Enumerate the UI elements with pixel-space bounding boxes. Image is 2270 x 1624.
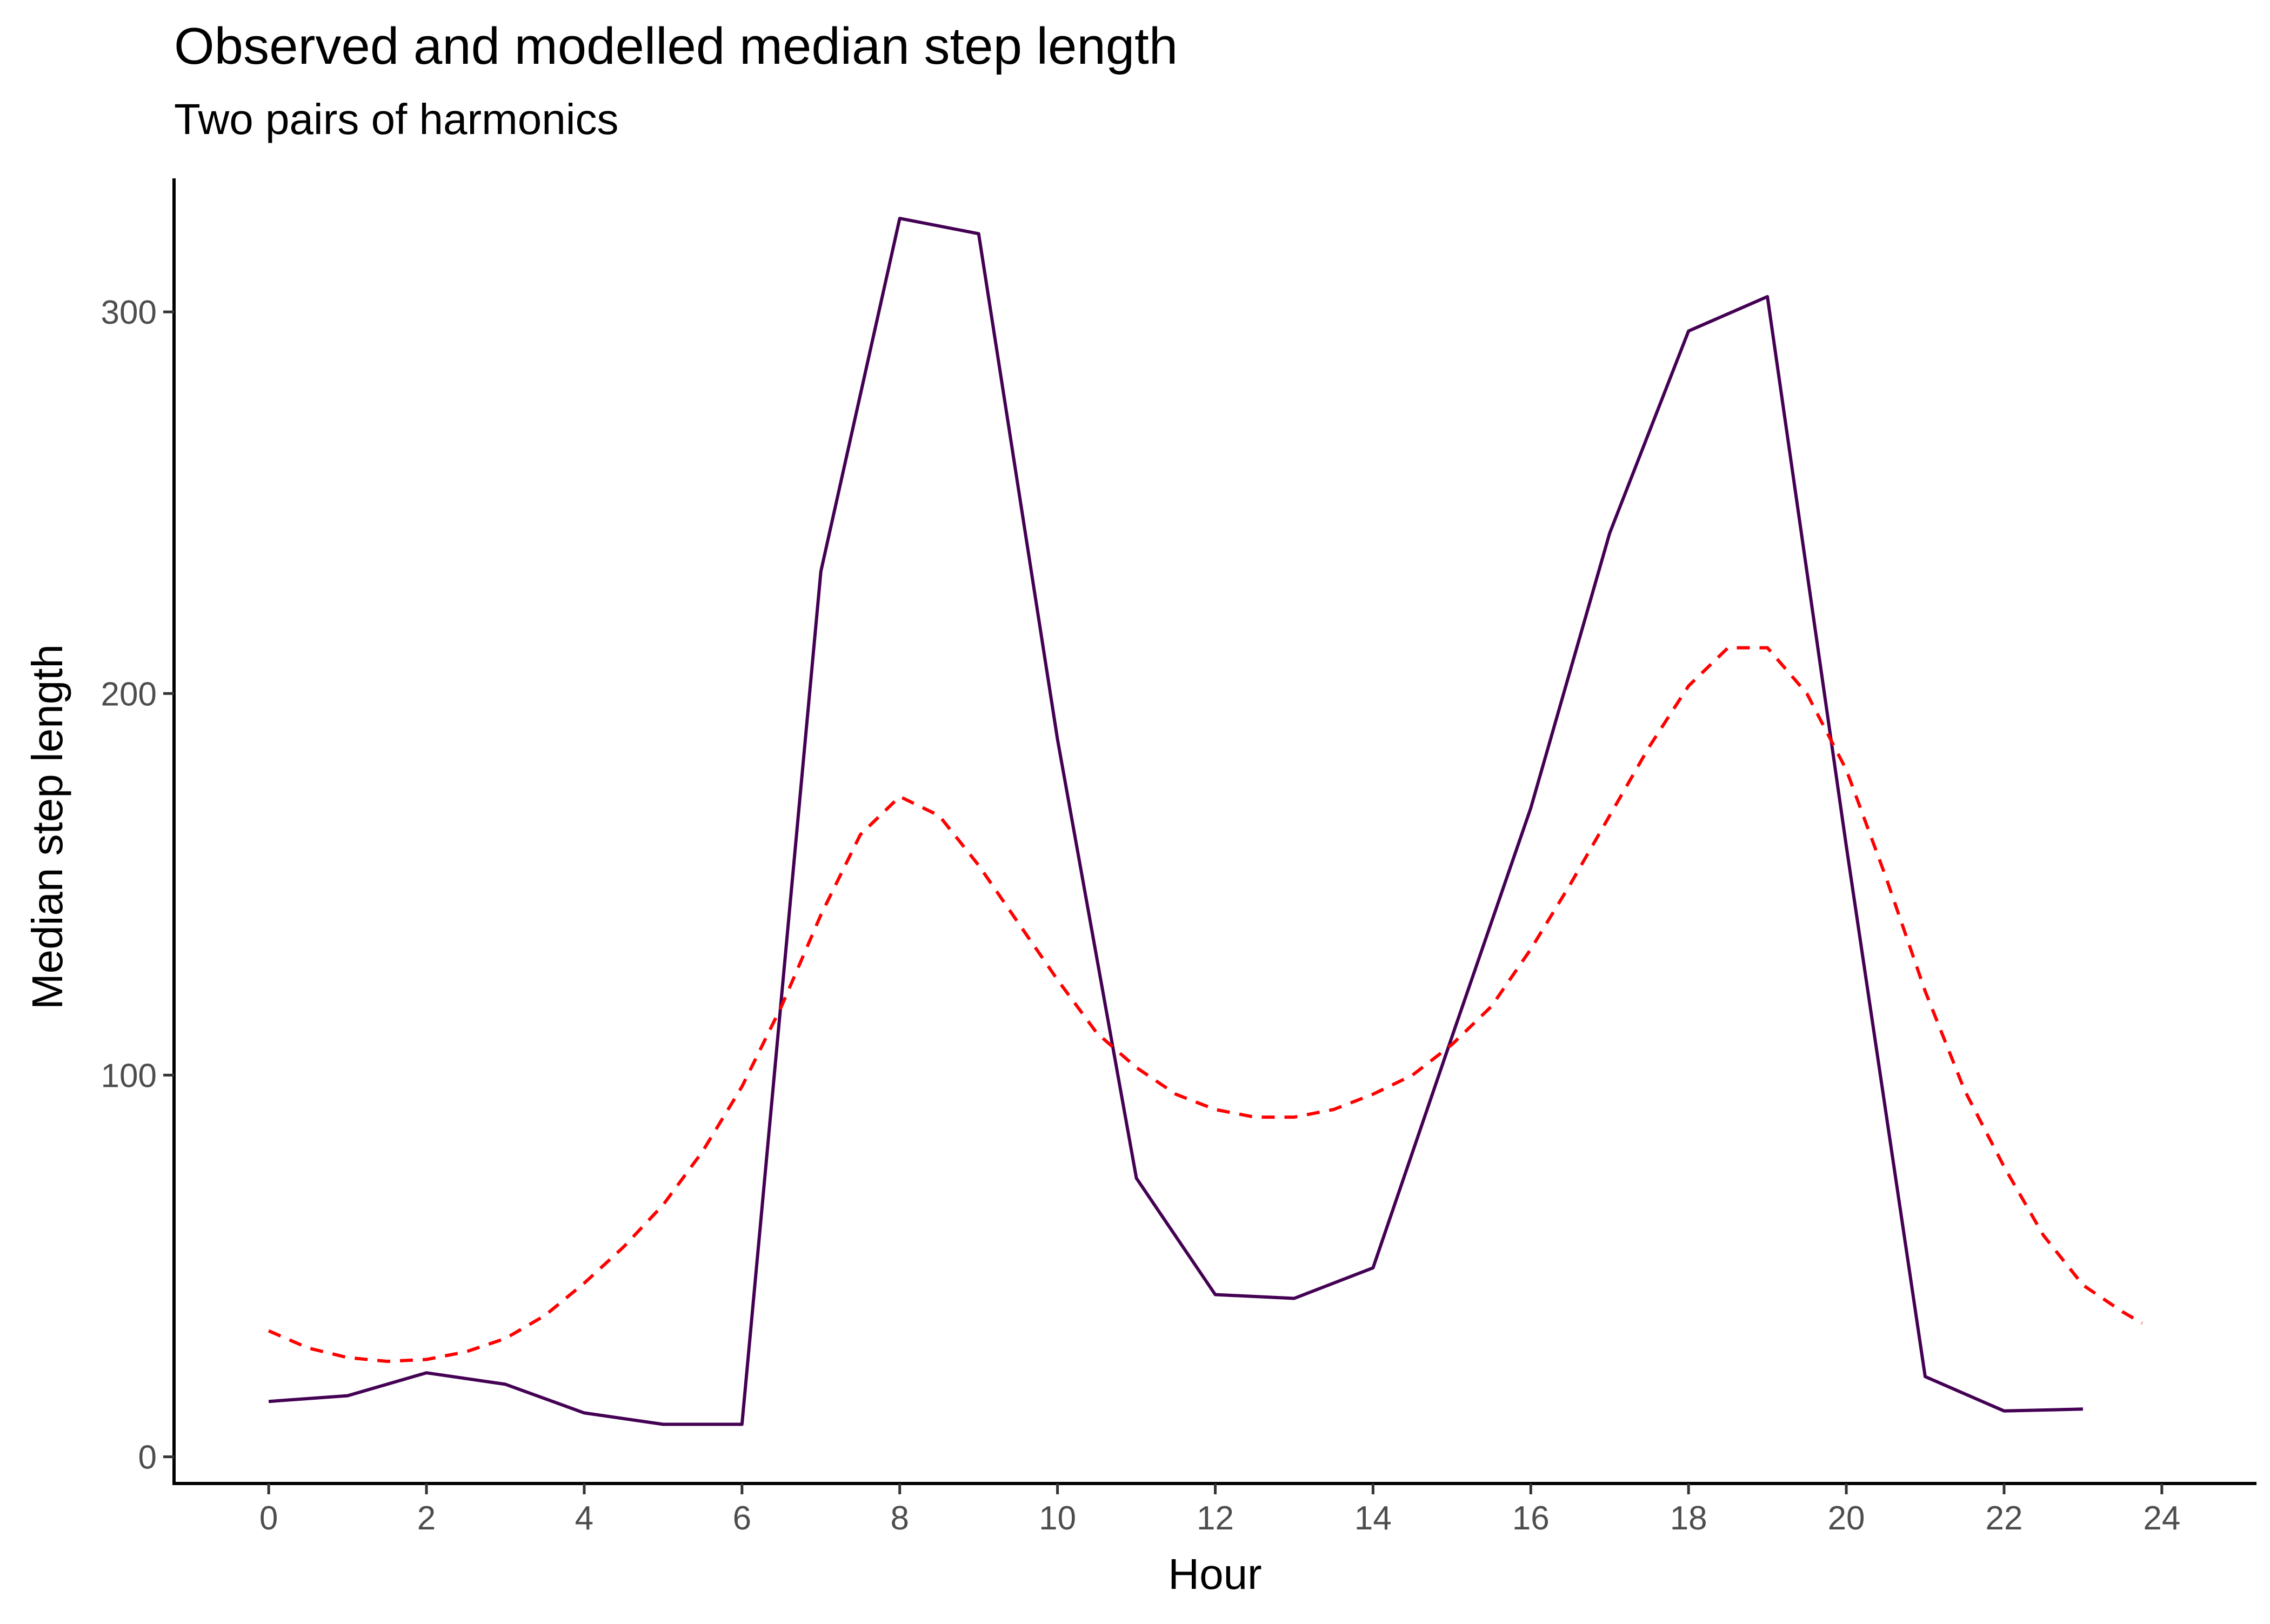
x-tick-label: 6 bbox=[733, 1500, 751, 1537]
y-tick-label: 100 bbox=[101, 1057, 157, 1094]
x-tick-label: 24 bbox=[2143, 1500, 2180, 1537]
x-tick-label: 16 bbox=[1512, 1500, 1550, 1537]
x-tick-label: 10 bbox=[1039, 1500, 1076, 1537]
x-tick-label: 14 bbox=[1354, 1500, 1392, 1537]
x-tick-label: 2 bbox=[417, 1500, 436, 1537]
x-tick-label: 18 bbox=[1670, 1500, 1707, 1537]
x-tick-label: 22 bbox=[1985, 1500, 2022, 1537]
y-tick-label: 0 bbox=[138, 1439, 157, 1476]
x-tick-label: 12 bbox=[1197, 1500, 1234, 1537]
y-axis-label: Median step length bbox=[23, 644, 71, 1010]
x-tick-label: 4 bbox=[575, 1500, 593, 1537]
y-tick-label: 300 bbox=[101, 294, 157, 331]
x-axis-label: Hour bbox=[1168, 1550, 1261, 1598]
x-tick-label: 0 bbox=[259, 1500, 278, 1537]
observed-series-line bbox=[268, 217, 2083, 1426]
x-tick-label: 8 bbox=[890, 1500, 909, 1537]
y-tick-label: 200 bbox=[101, 676, 157, 713]
chart-title: Observed and modelled median step length bbox=[174, 17, 1178, 75]
x-tick-label: 20 bbox=[1828, 1500, 1865, 1537]
modelled-series-line bbox=[268, 646, 2143, 1363]
chart-subtitle: Two pairs of harmonics bbox=[174, 95, 619, 143]
series-layer bbox=[268, 217, 2143, 1426]
